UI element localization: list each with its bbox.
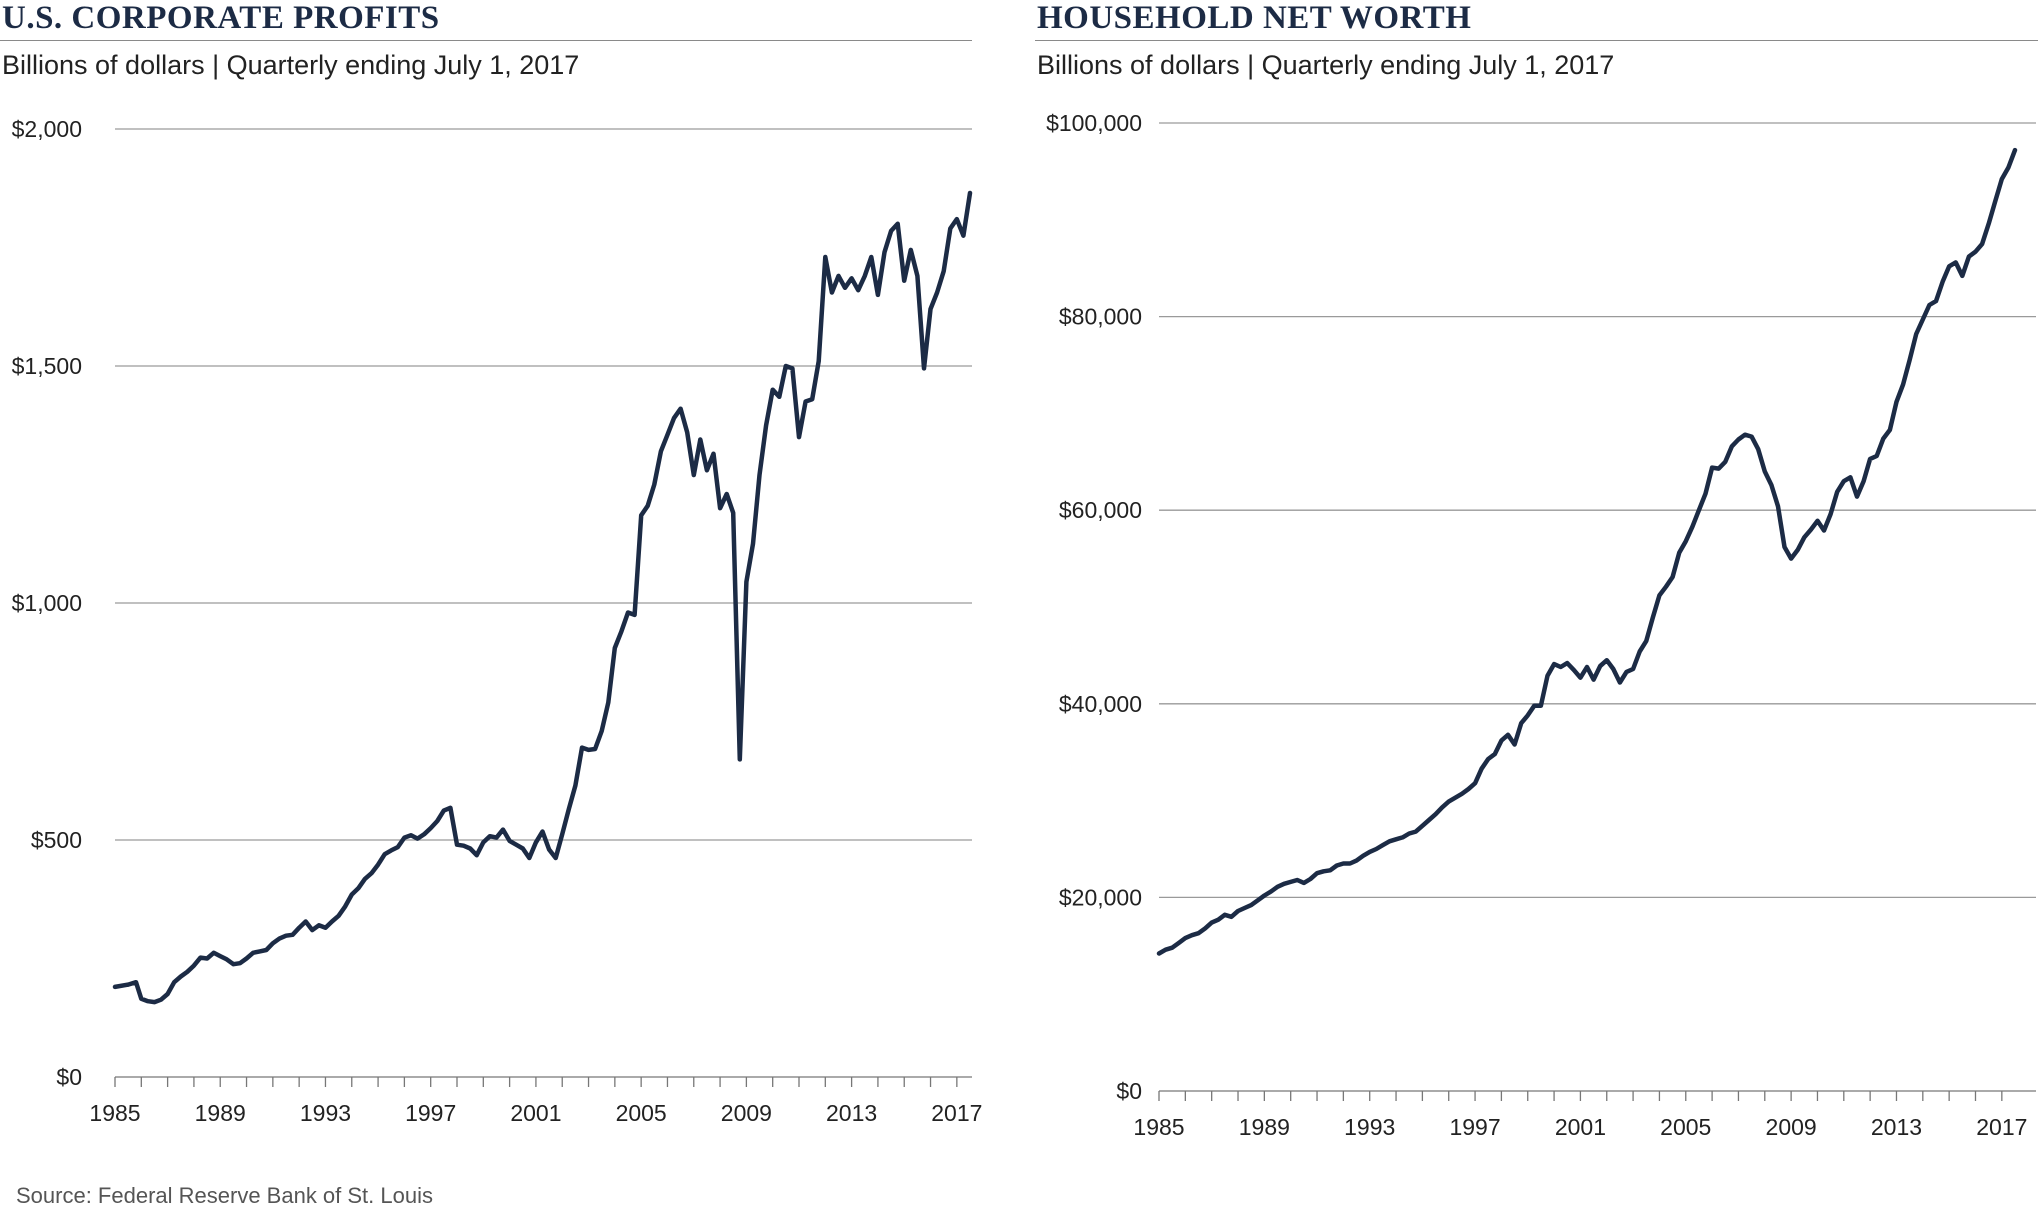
chart-title: HOUSEHOLD NET WORTH — [1037, 0, 1472, 36]
x-tick-label: 1985 — [89, 1100, 140, 1126]
x-tick-label: 2017 — [1976, 1114, 2027, 1140]
x-tick-label: 1989 — [1239, 1114, 1290, 1140]
x-tick-label: 2013 — [826, 1100, 877, 1126]
y-tick-label: $80,000 — [1059, 304, 1142, 330]
x-tick-label: 1997 — [405, 1100, 456, 1126]
x-tick-label: 1993 — [1344, 1114, 1395, 1140]
household-net-worth-panel: HOUSEHOLD NET WORTH Billions of dollars … — [1035, 0, 2038, 1160]
x-tick-label: 2009 — [721, 1100, 772, 1126]
y-tick-label: $40,000 — [1059, 691, 1142, 717]
x-tick-label: 2001 — [1555, 1114, 1606, 1140]
y-tick-label: $1,500 — [12, 353, 82, 379]
chart-subtitle: Billions of dollars | Quarterly ending J… — [2, 50, 580, 80]
x-tick-label: 1993 — [300, 1100, 351, 1126]
y-tick-label: $0 — [1116, 1078, 1142, 1104]
corporate-profits-chart: $0 $500 $1,000 $1,500 $2,000 1985 1989 1993 1997… — [12, 116, 983, 1126]
household-net-worth-chart: $0 $20,000 $40,000 $60,000 $80,000 $100,000 19… — [1046, 110, 2036, 1140]
corporate-profits-panel: U.S. CORPORATE PROFITS Billions of dolla… — [0, 0, 983, 1160]
y-tick-label: $500 — [31, 827, 82, 853]
x-tick-label: 1997 — [1449, 1114, 1500, 1140]
x-tick-label: 2013 — [1871, 1114, 1922, 1140]
y-tick-label: $100,000 — [1046, 110, 1142, 136]
chart-title: U.S. CORPORATE PROFITS — [2, 0, 440, 36]
y-tick-label: $60,000 — [1059, 497, 1142, 523]
x-tick-label: 1985 — [1133, 1114, 1184, 1140]
title-rule — [0, 40, 972, 41]
chart-subtitle: Billions of dollars | Quarterly ending J… — [1037, 50, 1615, 80]
x-tick-label: 2009 — [1766, 1114, 1817, 1140]
y-tick-label: $20,000 — [1059, 884, 1142, 910]
x-tick-label: 2001 — [510, 1100, 561, 1126]
x-tick-label: 2005 — [616, 1100, 667, 1126]
x-tick-label: 2005 — [1660, 1114, 1711, 1140]
y-tick-label: $0 — [56, 1064, 82, 1090]
x-tick-label: 2017 — [931, 1100, 982, 1126]
series-line — [112, 190, 973, 1005]
x-tick-label: 1989 — [195, 1100, 246, 1126]
y-tick-label: $2,000 — [12, 116, 82, 142]
title-rule — [1035, 40, 2038, 41]
y-tick-label: $1,000 — [12, 590, 82, 616]
source-note: Source: Federal Reserve Bank of St. Loui… — [16, 1183, 433, 1208]
series-line — [1156, 147, 2018, 956]
